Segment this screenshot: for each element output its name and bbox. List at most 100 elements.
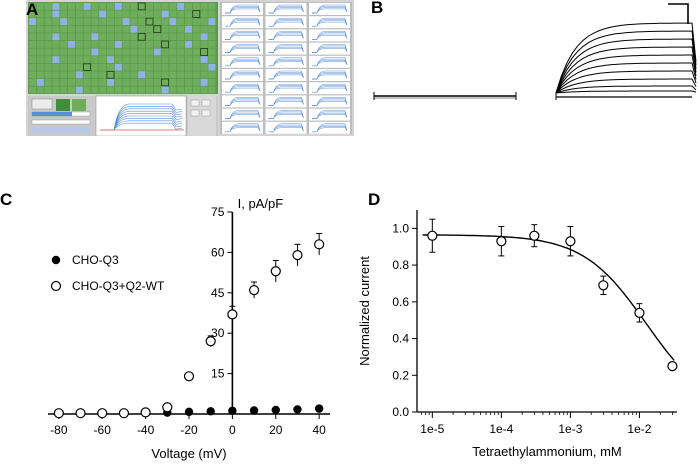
- x-tick-label: -80: [50, 423, 68, 437]
- well: [192, 33, 200, 41]
- iv-xlabel: Voltage (mV): [151, 446, 226, 461]
- point-cho-q3: [314, 404, 324, 413]
- well: [177, 79, 185, 86]
- well: [68, 79, 75, 86]
- well: [208, 10, 216, 18]
- well: [161, 63, 169, 71]
- thumbnail-trace: [312, 97, 348, 106]
- well: [192, 86, 200, 94]
- point-cho-q3-q2-wt: [314, 239, 325, 250]
- well: [169, 18, 177, 25]
- well: [208, 33, 216, 41]
- well: [52, 18, 60, 25]
- well: [68, 3, 75, 10]
- well: [44, 3, 52, 10]
- toolbar-button: [190, 99, 200, 107]
- well: [161, 78, 170, 87]
- well: [114, 25, 122, 33]
- legend-marker: [51, 255, 61, 265]
- well: [138, 71, 146, 79]
- x-tick-label: 1e-4: [489, 422, 513, 436]
- well: [161, 18, 169, 25]
- well: [107, 48, 114, 56]
- well: [107, 33, 114, 41]
- well: [36, 18, 44, 25]
- panel-letter-c: C: [0, 190, 13, 209]
- well: [177, 25, 185, 33]
- well: [146, 79, 153, 86]
- well: [161, 3, 169, 10]
- current-trace: [555, 70, 697, 97]
- well: [200, 71, 208, 79]
- thumbnail-trace: [312, 31, 348, 40]
- point-cho-q3-q2-wt: [53, 408, 64, 419]
- thumbnail-trace: [225, 97, 261, 106]
- dose-point: [667, 360, 678, 372]
- well: [44, 25, 52, 33]
- well: [146, 48, 153, 56]
- well: [153, 79, 161, 86]
- well: [138, 10, 146, 18]
- well: [208, 63, 216, 71]
- well: [161, 86, 169, 94]
- well: [138, 25, 146, 33]
- well: [208, 86, 216, 94]
- y-tick-label: 45: [211, 286, 225, 300]
- thumbnail-trace: [225, 83, 261, 93]
- well: [36, 48, 44, 56]
- well: [122, 33, 130, 41]
- well: [52, 33, 60, 41]
- well: [130, 56, 138, 63]
- well: [107, 3, 114, 10]
- well: [146, 25, 153, 33]
- well: [52, 79, 60, 86]
- well: [122, 3, 130, 10]
- x-tick-label: -60: [94, 423, 112, 437]
- x-tick-label: -20: [180, 423, 198, 437]
- well: [192, 25, 200, 33]
- well: [91, 56, 99, 63]
- well: [91, 3, 99, 10]
- x-tick-label: 1e-3: [558, 422, 582, 436]
- current-trace: [555, 62, 697, 97]
- main-traces: [100, 103, 184, 131]
- panel-letter-a: A: [26, 0, 39, 19]
- well: [44, 10, 52, 18]
- well: [91, 48, 99, 56]
- well: [137, 33, 146, 41]
- well: [200, 25, 208, 33]
- well: [130, 25, 138, 33]
- well: [75, 71, 83, 79]
- point-cho-q3: [184, 407, 194, 417]
- well: [114, 10, 122, 18]
- well: [200, 41, 208, 48]
- well: [114, 63, 122, 71]
- thumbnail-trace: [225, 31, 261, 40]
- thumbnail-trace: [312, 70, 348, 80]
- dose-xlabel: Tetraethylammonium, mM: [472, 444, 622, 459]
- well: [114, 86, 122, 94]
- well: [107, 63, 114, 71]
- well: [138, 86, 146, 94]
- well: [169, 71, 177, 79]
- well: [177, 41, 185, 48]
- well: [52, 41, 60, 48]
- well: [138, 63, 146, 71]
- well: [60, 79, 68, 86]
- well: [68, 18, 75, 25]
- thumbnail-trace: [268, 44, 304, 53]
- thumbnail-trace: [268, 110, 304, 119]
- point-cho-q3: [249, 406, 259, 415]
- well: [44, 71, 52, 79]
- well: [122, 56, 130, 63]
- well: [52, 56, 60, 63]
- well: [169, 3, 177, 10]
- well: [75, 33, 83, 41]
- toolbar-button: [201, 109, 211, 117]
- well: [185, 63, 192, 71]
- well: [107, 18, 114, 25]
- well: [36, 63, 44, 71]
- well: [83, 63, 91, 71]
- well: [185, 25, 192, 33]
- scale-bar: [668, 3, 689, 24]
